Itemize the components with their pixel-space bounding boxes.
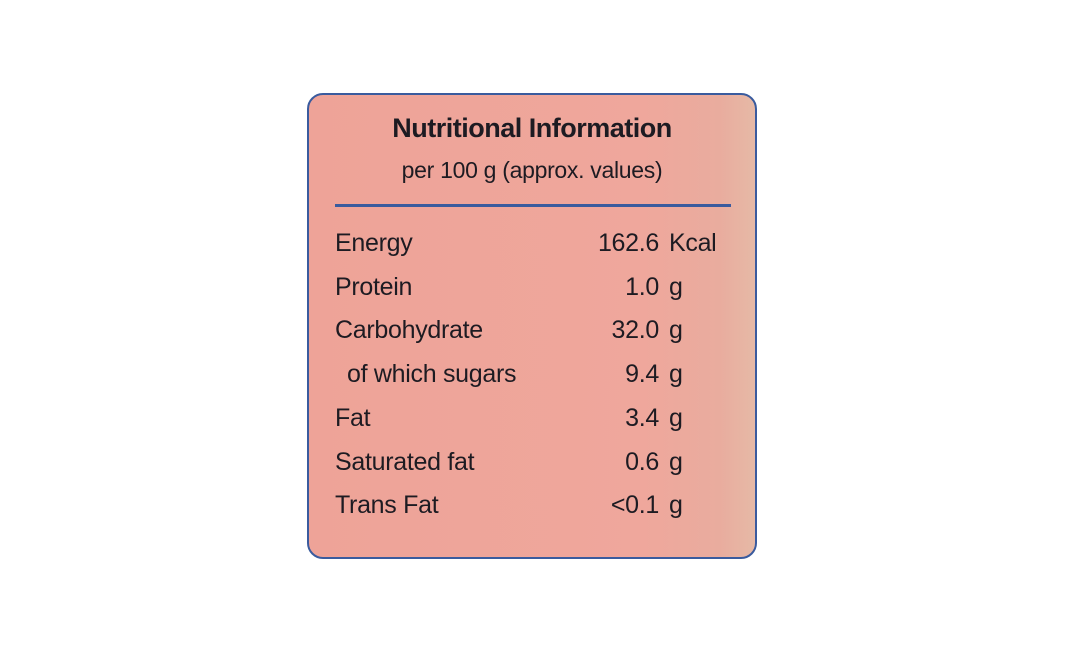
nutrient-unit: g [669,272,683,301]
nutrient-value: 3.4 [625,403,659,432]
nutrient-value: <0.1 [610,491,659,520]
nutrient-row: Fat 3.4 g [309,404,755,444]
nutrient-unit: g [669,447,683,476]
nutrient-unit: g [669,360,683,389]
nutrient-unit: g [669,403,683,432]
nutrient-unit: g [669,316,683,345]
nutrient-name: Carbohydrate [335,316,483,345]
nutrient-unit: Kcal [669,229,717,257]
nutrient-row: Carbohydrate 32.0 g [309,316,755,356]
nutrient-row: Trans Fat <0.1 g [309,491,755,531]
nutrition-panel: Nutritional Information per 100 g (appro… [307,93,757,559]
nutrient-name: Protein [335,272,413,301]
title: Nutritional Information [392,113,672,143]
nutrient-row: Protein 1.0 g [309,273,755,313]
nutrient-name: of which sugars [347,360,517,389]
nutrient-name: Fat [335,403,371,432]
nutrient-value: 0.6 [625,447,659,476]
nutrient-value: 32.0 [611,316,660,345]
nutrient-row: Saturated fat 0.6 g [309,448,755,488]
nutrient-name: Saturated fat [335,447,475,476]
subtitle: per 100 g (approx. values) [401,157,663,183]
nutrient-row: of which sugars 9.4 g [309,360,755,400]
divider [335,204,731,207]
nutrient-name: Energy [335,229,413,257]
nutrient-value: 1.0 [625,272,659,301]
nutrient-unit: g [669,491,683,520]
nutrient-value: 162.6 [597,229,659,257]
nutrient-row: Energy 162.6 Kcal [309,229,755,269]
nutrient-value: 9.4 [625,360,659,389]
nutrient-name: Trans Fat [335,491,439,520]
